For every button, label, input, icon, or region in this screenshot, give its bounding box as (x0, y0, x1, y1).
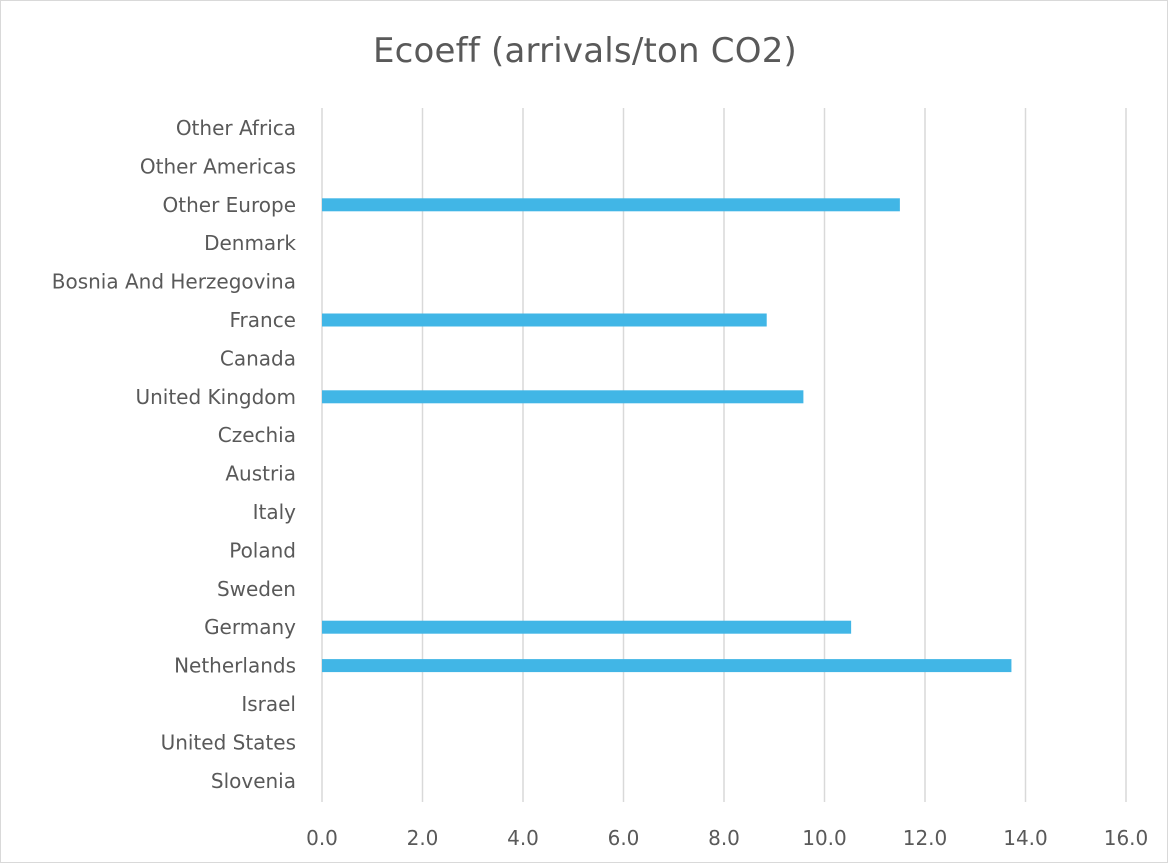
y-category-label: Denmark (204, 231, 296, 255)
x-tick-label: 12.0 (903, 826, 948, 850)
y-category-label: Germany (204, 615, 296, 639)
chart-title: Ecoeff (arrivals/ton CO2) (372, 31, 797, 71)
y-category-label: Netherlands (174, 654, 296, 678)
x-tick-label: 2.0 (407, 826, 439, 850)
bar (322, 620, 852, 634)
y-category-label: Sweden (217, 577, 296, 601)
y-category-label: Slovenia (211, 769, 296, 793)
x-tick-label: 0.0 (306, 826, 338, 850)
y-category-label: Other Europe (163, 193, 296, 217)
bar (322, 198, 900, 212)
bar (322, 390, 804, 404)
x-tick-label: 14.0 (1003, 826, 1048, 850)
y-category-label: United States (161, 730, 296, 754)
x-tick-label: 16.0 (1104, 826, 1149, 850)
y-category-label: Czechia (218, 423, 296, 447)
x-tick-label: 8.0 (708, 826, 740, 850)
y-category-label: Austria (225, 462, 296, 486)
x-tick-label: 4.0 (507, 826, 539, 850)
x-tick-label: 10.0 (802, 826, 847, 850)
y-category-label: Other Africa (176, 116, 296, 140)
y-category-label: Poland (229, 538, 296, 562)
y-category-label: United Kingdom (135, 385, 296, 409)
y-category-label: Italy (253, 500, 297, 524)
y-category-label: France (229, 308, 296, 332)
bar (322, 659, 1012, 673)
y-category-label: Other Americas (140, 154, 296, 178)
x-tick-label: 6.0 (608, 826, 640, 850)
y-category-label: Bosnia And Herzegovina (52, 270, 296, 294)
y-category-label: Israel (241, 692, 296, 716)
bar (322, 313, 767, 327)
y-category-label: Canada (220, 346, 296, 370)
